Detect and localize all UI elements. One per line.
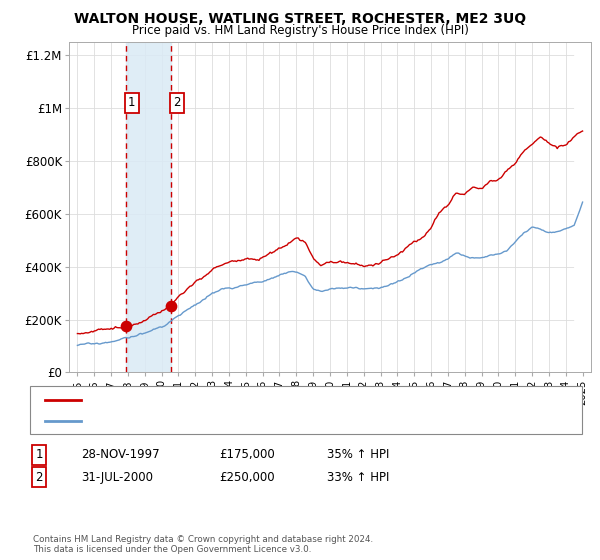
Bar [574,42,593,372]
Text: 33% ↑ HPI: 33% ↑ HPI [327,470,389,484]
Text: WALTON HOUSE, WATLING STREET, ROCHESTER, ME2 3UQ: WALTON HOUSE, WATLING STREET, ROCHESTER,… [74,12,526,26]
Text: 35% ↑ HPI: 35% ↑ HPI [327,448,389,461]
Text: 2: 2 [173,96,181,109]
Text: 31-JUL-2000: 31-JUL-2000 [81,470,153,484]
Text: HPI: Average price, detached house, Gravesham: HPI: Average price, detached house, Grav… [88,416,353,426]
Bar [127,42,172,372]
Point [167,302,176,311]
Text: 1: 1 [128,96,136,109]
Text: Price paid vs. HM Land Registry's House Price Index (HPI): Price paid vs. HM Land Registry's House … [131,24,469,36]
Text: £250,000: £250,000 [219,470,275,484]
Text: WALTON HOUSE, WATLING STREET, ROCHESTER, ME2 3UQ (detached house): WALTON HOUSE, WATLING STREET, ROCHESTER,… [88,395,508,405]
Text: 1: 1 [35,448,43,461]
Text: 2: 2 [35,470,43,484]
Text: Contains HM Land Registry data © Crown copyright and database right 2024.
This d: Contains HM Land Registry data © Crown c… [33,535,373,554]
Point [122,321,131,330]
Text: £175,000: £175,000 [219,448,275,461]
Text: 28-NOV-1997: 28-NOV-1997 [81,448,160,461]
